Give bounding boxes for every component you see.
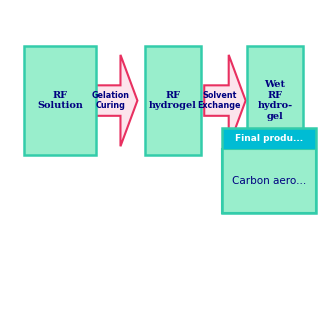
FancyBboxPatch shape [222, 149, 316, 213]
Text: Final produ...: Final produ... [235, 134, 303, 143]
Text: Carbon aero...: Carbon aero... [232, 176, 306, 186]
Text: RF
Solution: RF Solution [37, 91, 83, 110]
FancyBboxPatch shape [145, 46, 201, 156]
FancyBboxPatch shape [24, 46, 96, 156]
Text: Gelation
Curing: Gelation Curing [92, 91, 130, 110]
Text: Solvent
Exchange: Solvent Exchange [197, 91, 241, 110]
FancyBboxPatch shape [247, 46, 303, 156]
Polygon shape [204, 55, 246, 146]
Text: Wet
RF
hydro-
gel: Wet RF hydro- gel [257, 80, 292, 121]
Polygon shape [96, 55, 137, 146]
FancyBboxPatch shape [222, 128, 316, 149]
Text: RF
hydrogel: RF hydrogel [149, 91, 197, 110]
